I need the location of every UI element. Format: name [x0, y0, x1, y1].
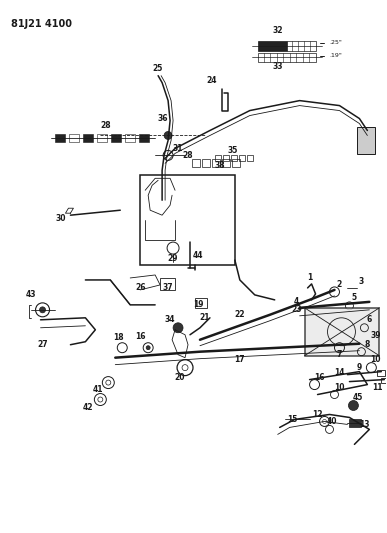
Bar	[111, 134, 121, 142]
Bar	[231, 156, 237, 161]
Text: 12: 12	[312, 410, 323, 419]
Text: 21: 21	[200, 313, 210, 322]
Text: 23: 23	[291, 305, 302, 314]
Bar	[192, 159, 200, 167]
Text: 28: 28	[100, 121, 111, 130]
Bar	[215, 156, 221, 161]
Bar	[358, 126, 375, 155]
Text: 26: 26	[135, 284, 146, 293]
Text: 36: 36	[158, 114, 168, 123]
Text: 32: 32	[272, 26, 283, 35]
Text: 37: 37	[163, 284, 173, 293]
Text: 44: 44	[193, 251, 203, 260]
Bar	[55, 134, 65, 142]
Text: 43: 43	[25, 290, 36, 300]
Bar	[258, 53, 315, 62]
Bar	[222, 159, 230, 167]
Text: 10: 10	[370, 355, 380, 364]
Text: 8: 8	[365, 340, 370, 349]
Bar	[381, 377, 387, 383]
Text: 15: 15	[288, 415, 298, 424]
Bar	[195, 298, 207, 308]
Circle shape	[173, 323, 183, 333]
Text: 1: 1	[307, 273, 312, 282]
Bar	[139, 134, 149, 142]
Bar	[83, 134, 93, 142]
Text: 39: 39	[370, 331, 380, 340]
Bar	[212, 159, 220, 167]
Bar	[125, 134, 135, 142]
Bar	[305, 308, 379, 356]
Text: 38: 38	[215, 161, 225, 170]
Bar	[69, 134, 79, 142]
Text: 34: 34	[165, 316, 175, 324]
Bar	[98, 134, 107, 142]
Circle shape	[164, 132, 172, 140]
Bar	[349, 419, 361, 427]
Text: 17: 17	[235, 355, 245, 364]
Text: 16: 16	[314, 373, 325, 382]
Text: 7: 7	[337, 350, 342, 359]
Text: .25": .25"	[329, 41, 342, 45]
Text: 24: 24	[207, 76, 217, 85]
Bar	[202, 159, 210, 167]
Text: 81J21 4100: 81J21 4100	[11, 19, 72, 29]
Text: 25: 25	[152, 64, 162, 73]
Text: 19: 19	[193, 301, 203, 309]
Text: 31: 31	[173, 144, 183, 153]
Bar	[247, 156, 253, 161]
Text: 11: 11	[372, 383, 383, 392]
Text: 10: 10	[334, 383, 345, 392]
Bar	[287, 41, 315, 51]
Text: 9: 9	[357, 363, 362, 372]
Text: 27: 27	[37, 340, 48, 349]
Text: 2: 2	[337, 280, 342, 289]
Text: 18: 18	[113, 333, 123, 342]
Text: 4: 4	[294, 297, 299, 306]
Circle shape	[348, 400, 358, 410]
Bar	[140, 175, 235, 265]
Bar	[223, 156, 229, 161]
Circle shape	[146, 346, 150, 350]
Text: 5: 5	[352, 293, 357, 302]
Text: 42: 42	[83, 403, 94, 412]
Text: 35: 35	[228, 146, 238, 155]
Text: 40: 40	[326, 417, 337, 426]
Bar	[377, 369, 385, 376]
Text: 41: 41	[93, 385, 104, 394]
Bar	[258, 41, 287, 51]
Text: 28: 28	[183, 151, 194, 160]
Text: 16: 16	[135, 332, 146, 341]
Text: 20: 20	[175, 373, 185, 382]
Bar	[232, 159, 240, 167]
Text: 6: 6	[367, 316, 372, 324]
Text: 14: 14	[334, 368, 345, 377]
Bar	[239, 156, 245, 161]
Text: 29: 29	[168, 254, 178, 263]
Text: 30: 30	[55, 214, 66, 223]
Text: 33: 33	[272, 62, 283, 71]
Bar	[160, 278, 175, 290]
Text: 45: 45	[352, 393, 363, 402]
Text: 13: 13	[359, 420, 370, 429]
Text: 22: 22	[235, 310, 245, 319]
Text: .19": .19"	[329, 53, 342, 58]
Text: 3: 3	[359, 278, 364, 286]
Circle shape	[39, 307, 46, 313]
